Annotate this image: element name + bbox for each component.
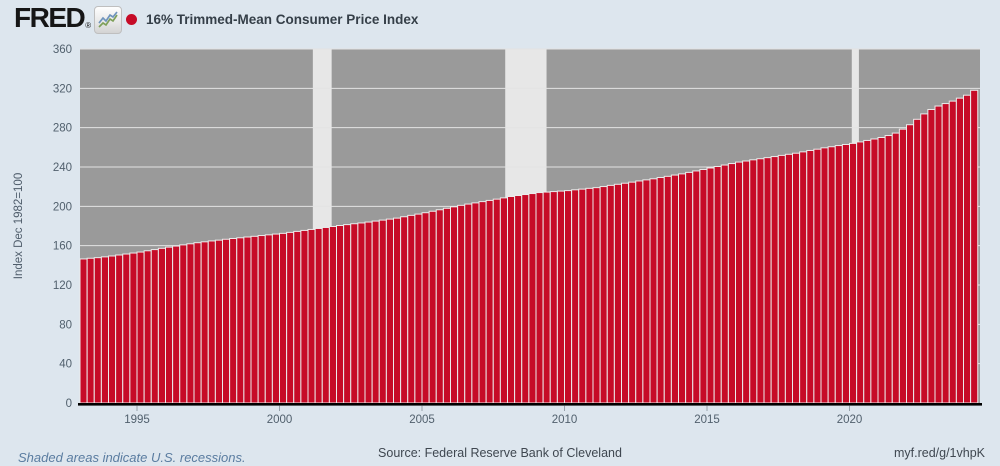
- svg-text:280: 280: [53, 123, 72, 135]
- svg-text:1995: 1995: [124, 414, 150, 426]
- svg-text:40: 40: [59, 359, 72, 371]
- registered-trademark: ®: [85, 21, 92, 30]
- svg-text:2015: 2015: [694, 414, 720, 426]
- svg-text:360: 360: [53, 44, 72, 56]
- svg-text:240: 240: [53, 162, 72, 174]
- bars: [79, 89, 979, 404]
- header: FRED ® 16% Trimmed-Mean Consumer Price I…: [0, 0, 1000, 40]
- svg-text:2010: 2010: [552, 414, 578, 426]
- svg-text:2000: 2000: [267, 414, 293, 426]
- short-link[interactable]: myf.red/g/1vhpK: [893, 446, 985, 460]
- recession-note: Shaded areas indicate U.S. recessions.: [18, 450, 246, 465]
- fred-logo[interactable]: FRED ®: [14, 2, 123, 34]
- x-axis-line: [78, 403, 982, 406]
- logo-sparkline-icon: [94, 6, 123, 34]
- svg-text:2005: 2005: [409, 414, 435, 426]
- svg-text:80: 80: [59, 319, 72, 331]
- svg-text:0: 0: [66, 398, 72, 410]
- svg-text:2020: 2020: [837, 414, 863, 426]
- y-axis-labels: 0 40 80 120 160 200 240 280 320 360: [53, 44, 72, 410]
- svg-text:160: 160: [53, 241, 72, 253]
- series-legend-dot: [126, 13, 137, 25]
- svg-text:120: 120: [53, 280, 72, 292]
- fred-logo-text: FRED: [14, 2, 86, 33]
- source-text: Source: Federal Reserve Bank of Clevelan…: [378, 446, 622, 460]
- y-axis-title: Index Dec 1982=100: [13, 173, 25, 279]
- svg-text:320: 320: [53, 83, 72, 95]
- series-title: 16% Trimmed-Mean Consumer Price Index: [146, 11, 419, 27]
- svg-text:200: 200: [53, 201, 72, 213]
- chart-legend: 16% Trimmed-Mean Consumer Price Index: [126, 0, 418, 38]
- x-axis-ticks: 1995 2000 2005 2010 2015 2020: [124, 405, 863, 426]
